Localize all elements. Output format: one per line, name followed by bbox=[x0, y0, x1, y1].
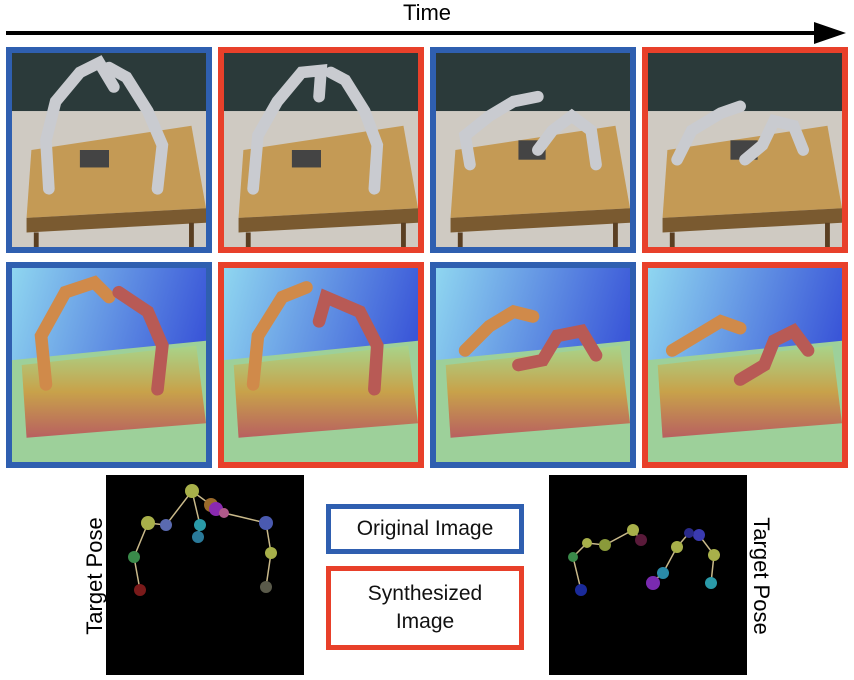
depth-map-image bbox=[436, 268, 630, 462]
time-arrow bbox=[6, 22, 846, 44]
pose-skeleton-image bbox=[568, 524, 720, 596]
rgb-frame-4-synthesized bbox=[642, 47, 848, 253]
depth-frame-3-original bbox=[430, 262, 636, 468]
target-pose-label-right: Target Pose bbox=[749, 517, 774, 635]
robot-scene-image bbox=[648, 53, 842, 247]
rgb-frame-2-synthesized bbox=[218, 47, 424, 253]
robot-scene-image bbox=[436, 53, 630, 247]
robot-scene-image bbox=[224, 53, 418, 247]
depth-map-image bbox=[12, 268, 206, 462]
depth-map-image bbox=[648, 268, 842, 462]
robot-scene-image bbox=[12, 53, 206, 247]
target-pose-panel-right bbox=[549, 475, 747, 675]
legend-synthesized-image: Synthesized Image bbox=[326, 566, 524, 650]
target-pose-label-left: Target Pose bbox=[82, 517, 107, 635]
time-label: Time bbox=[402, 0, 452, 25]
rgb-frame-3-original bbox=[430, 47, 636, 253]
legend-synthesized-label: Synthesized Image bbox=[367, 582, 483, 633]
depth-map-image bbox=[224, 268, 418, 462]
legend-original-image: Original Image bbox=[326, 504, 524, 554]
depth-frame-4-synthesized bbox=[642, 262, 848, 468]
legend-original-label: Original Image bbox=[356, 517, 494, 540]
depth-frame-1-original bbox=[6, 262, 212, 468]
target-pose-panel-left bbox=[106, 475, 304, 675]
depth-frame-2-synthesized bbox=[218, 262, 424, 468]
pose-skeleton-image bbox=[128, 484, 277, 596]
rgb-frame-1-original bbox=[6, 47, 212, 253]
